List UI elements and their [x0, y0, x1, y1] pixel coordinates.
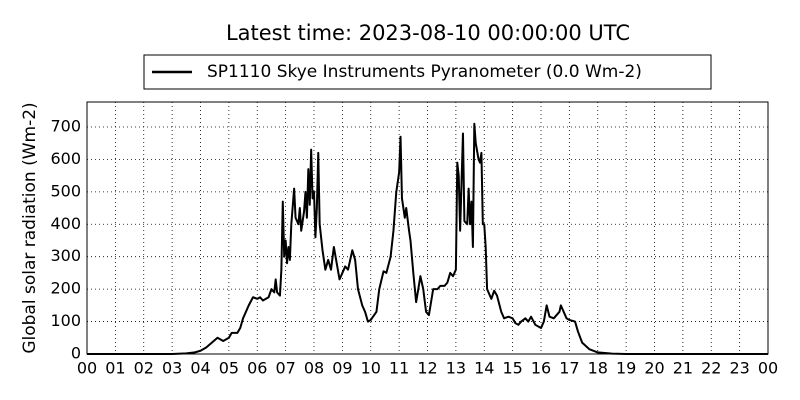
y-axis-label: Global solar radiation (Wm-2) [20, 102, 40, 353]
y-tick-label: 700 [50, 116, 81, 135]
x-tick-label: 23 [729, 359, 749, 378]
plot-frame [86, 101, 769, 355]
x-tick-label: 00 [77, 359, 97, 378]
y-tick-label: 200 [50, 279, 81, 298]
x-tick-label: 17 [559, 359, 579, 378]
legend-box [143, 54, 712, 90]
x-tick-label: 05 [219, 359, 239, 378]
x-tick-label: 19 [616, 359, 636, 378]
x-tick-label: 01 [105, 359, 125, 378]
data-line [87, 122, 768, 355]
x-tick-label: 02 [134, 359, 154, 378]
x-tick-label: 07 [275, 359, 295, 378]
x-tick-label: 22 [701, 359, 721, 378]
x-tick-label: 14 [474, 359, 494, 378]
y-tick-label: 300 [50, 246, 81, 265]
x-tick-label: 08 [304, 359, 324, 378]
x-tick-label: 20 [644, 359, 664, 378]
x-tick-label: 03 [162, 359, 182, 378]
x-tick-label: 12 [417, 359, 437, 378]
x-tick-label: 13 [446, 359, 466, 378]
y-tick-label: 400 [50, 214, 81, 233]
y-tick-label: 500 [50, 181, 81, 200]
chart-title: Latest time: 2023-08-10 00:00:00 UTC [226, 21, 630, 45]
y-tick-label: 600 [50, 149, 81, 168]
legend-label: SP1110 Skye Instruments Pyranometer (0.0… [207, 62, 642, 82]
x-tick-label: 09 [332, 359, 352, 378]
x-tick-label: 00 [758, 359, 778, 378]
x-tick-label: 11 [389, 359, 409, 378]
legend: SP1110 Skye Instruments Pyranometer (0.0… [143, 54, 712, 90]
x-tick-label: 04 [190, 359, 210, 378]
y-tick-label: 0 [71, 344, 81, 363]
y-tick-label: 100 [50, 311, 81, 330]
x-tick-label: 06 [247, 359, 267, 378]
x-tick-label: 16 [531, 359, 551, 378]
x-tick-label: 21 [673, 359, 693, 378]
x-tick-label: 10 [361, 359, 381, 378]
x-tick-label: 18 [588, 359, 608, 378]
x-tick-label: 15 [502, 359, 522, 378]
